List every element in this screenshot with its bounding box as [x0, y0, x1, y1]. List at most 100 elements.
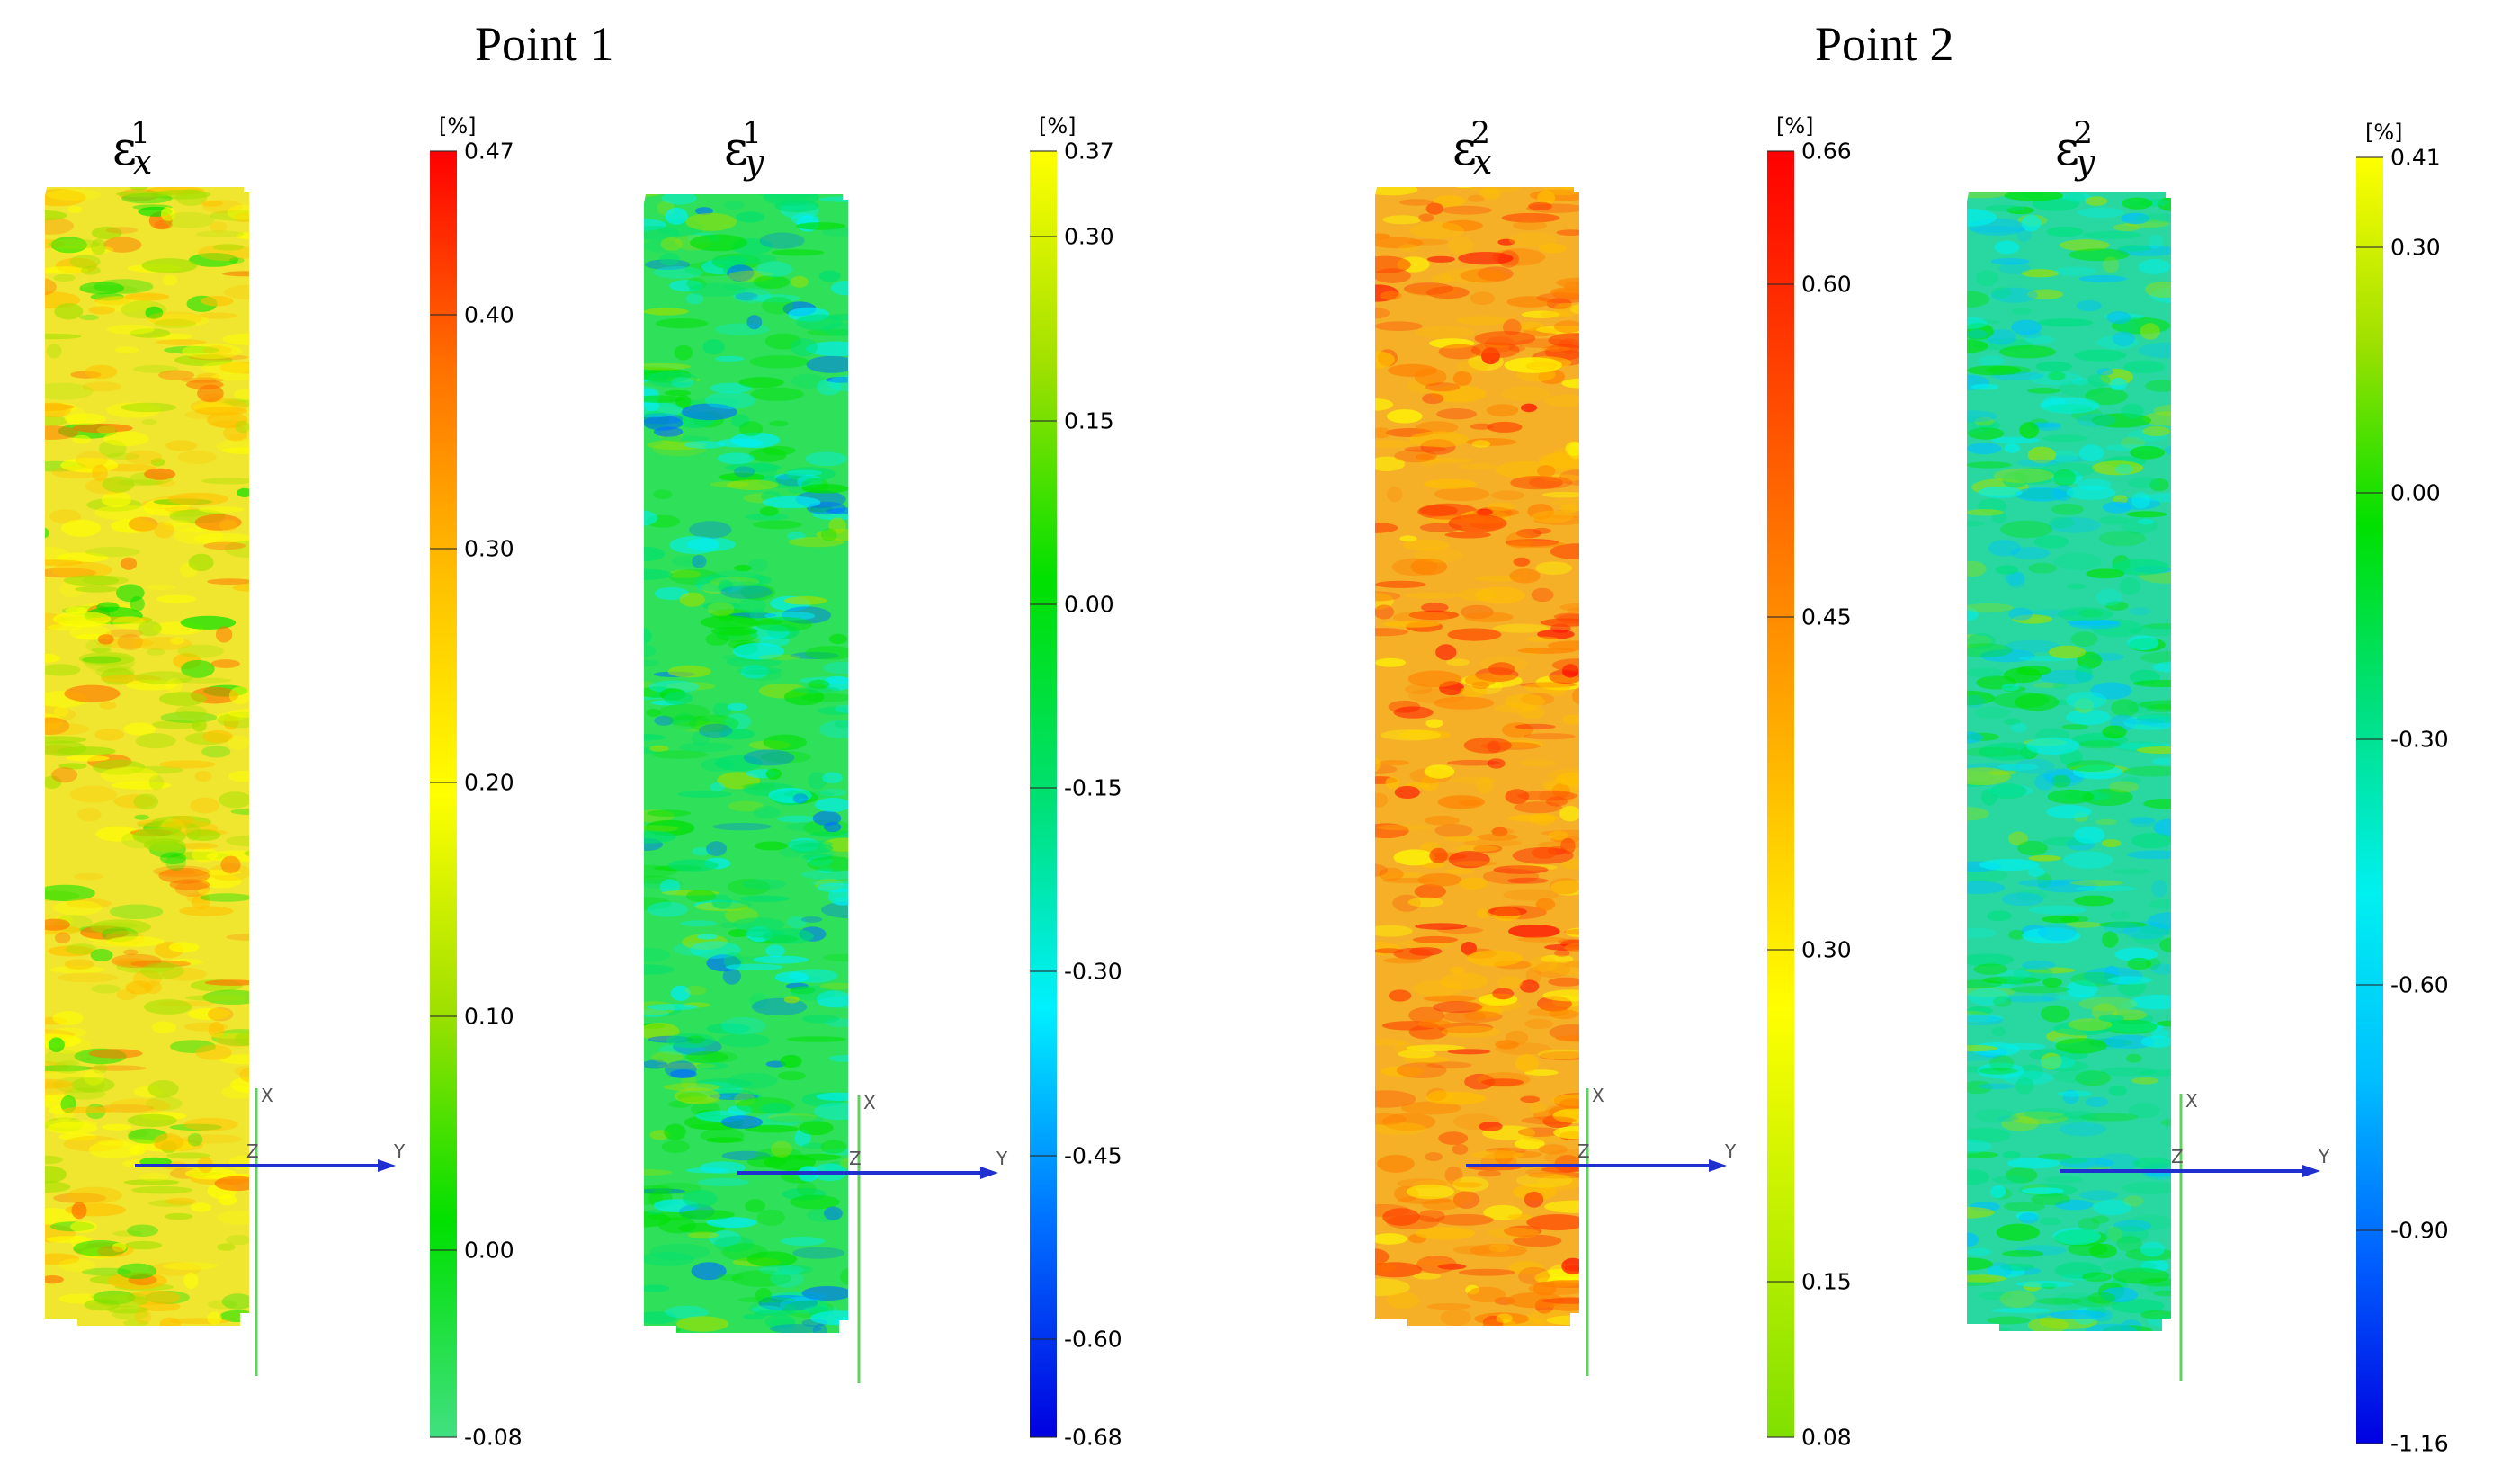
ex1-colorbar-tick: [430, 1015, 457, 1017]
ey1-colorbar-tick-label: -0.30: [1064, 958, 1122, 985]
ey1-strain-map: [640, 191, 852, 1333]
ey2-colorbar-tick: [2356, 1229, 2383, 1232]
ey1-colorbar-tick: [1030, 603, 1057, 605]
y-axis-arrowhead: [980, 1167, 998, 1179]
ex2-colorbar-tick-label: 0.60: [1801, 271, 1852, 298]
ey1-colorbar-tick: [1030, 970, 1057, 973]
ex2-colorbar-tick-label: 0.45: [1801, 603, 1852, 630]
ex2-colorbar-tick: [1767, 282, 1794, 285]
ey2-colorbar-tick-label: -1.16: [2390, 1430, 2449, 1457]
ey1-label-superscript: 1: [742, 115, 763, 151]
ex2-colorbar-tick-label: 0.08: [1801, 1424, 1852, 1451]
ey1-colorbar-tick-label: -0.15: [1064, 774, 1122, 801]
ey1-colorbar-tick-label: -0.60: [1064, 1326, 1122, 1353]
ey2-colorbar-tick-label: -0.60: [2390, 971, 2449, 998]
ex1-map-texture: [45, 187, 249, 1326]
z-axis-label: Z: [1577, 1140, 1590, 1162]
ey1-colorbar-tick: [1030, 236, 1057, 238]
y-axis-arrowhead: [2302, 1165, 2320, 1177]
ey1-colorbar-unit: [%]: [1039, 113, 1077, 139]
ey1-colorbar-tick: [1030, 1436, 1057, 1438]
z-axis-label: Z: [849, 1148, 862, 1169]
ex1-colorbar-tick: [430, 1249, 457, 1251]
z-axis-label: Z: [2171, 1146, 2184, 1167]
ex1-colorbar-tick-label: 0.30: [464, 535, 514, 562]
ex1-label-symbol: ε: [112, 122, 137, 176]
ex1-colorbar-unit: [%]: [439, 113, 477, 139]
ex1-colorbar-tick-label: -0.08: [464, 1424, 523, 1451]
ex1-colorbar-tick: [430, 150, 457, 152]
ex2-colorbar-tick: [1767, 150, 1794, 152]
y-axis-arrowhead: [1709, 1159, 1727, 1172]
point-1-title: Point 1: [475, 17, 614, 71]
ey1-colorbar-tick-label: -0.45: [1064, 1142, 1122, 1169]
ey1-map-texture: [644, 194, 848, 1333]
ey2-label-subscript: y: [2075, 142, 2095, 182]
y-axis-label: Y: [394, 1140, 406, 1162]
ey1-colorbar-tick: [1030, 419, 1057, 422]
ey1-label-subscript: y: [744, 142, 764, 182]
ey2-colorbar-tick-label: 0.00: [2390, 479, 2441, 506]
ex2-label-subscript: x: [1472, 142, 1493, 182]
ex2-colorbar-unit: [%]: [1776, 113, 1814, 139]
ey2-colorbar-tick: [2356, 738, 2383, 740]
ex1-colorbar-tick-label: 0.47: [464, 138, 514, 165]
ey2-colorbar-tick: [2356, 492, 2383, 495]
ex1-colorbar-tick-label: 0.20: [464, 769, 514, 796]
ey1-colorbar-tick: [1030, 1338, 1057, 1341]
ex2-label-superscript: 2: [1470, 115, 1491, 151]
ex2-colorbar-tick: [1767, 615, 1794, 618]
ey1-colorbar-tick-label: 0.15: [1064, 407, 1114, 434]
ey1-colorbar-tick-label: -0.68: [1064, 1424, 1122, 1451]
ex2-colorbar-tick-label: 0.30: [1801, 936, 1852, 963]
ex2-label-symbol: ε: [1452, 122, 1477, 176]
ex1-colorbar-tick: [430, 1436, 457, 1438]
x-axis-label: X: [261, 1085, 273, 1106]
ey2-colorbar-tick: [2356, 1443, 2383, 1444]
ex1-colorbar-tick-label: 0.40: [464, 301, 514, 328]
ey1-colorbar-tick: [1030, 150, 1057, 152]
ey2-strain-map: [1963, 189, 2175, 1331]
ey1-colorbar-gradient: [1030, 151, 1057, 1437]
ex1-colorbar-tick-label: 0.00: [464, 1237, 514, 1264]
ex2-colorbar-gradient: [1767, 151, 1794, 1437]
ey2-colorbar-unit: [%]: [2365, 120, 2403, 145]
ex2-colorbar-tick: [1767, 948, 1794, 951]
ex1-colorbar-tick: [430, 314, 457, 316]
z-axis-label: Z: [246, 1140, 259, 1162]
ex1-label-superscript: 1: [130, 115, 151, 151]
ey2-colorbar-gradient: [2356, 157, 2383, 1444]
ex2-colorbar-tick-label: 0.15: [1801, 1268, 1852, 1295]
ey2-colorbar-tick-label: 0.41: [2390, 144, 2441, 171]
ex1-colorbar-tick-label: 0.10: [464, 1003, 514, 1030]
ey1-colorbar-tick-label: 0.30: [1064, 223, 1114, 250]
ex2-map-texture: [1375, 187, 1579, 1326]
ey1-colorbar-tick-label: 0.00: [1064, 591, 1114, 618]
ey2-label-superscript: 2: [2073, 115, 2094, 151]
ey2-colorbar-tick: [2356, 156, 2383, 158]
ex2-label: εx2: [1452, 115, 1493, 182]
ex2-colorbar-tick: [1767, 1281, 1794, 1283]
ex1-label-subscript: x: [132, 142, 153, 182]
y-axis-label: Y: [996, 1148, 1008, 1169]
ey2-colorbar-tick-label: -0.30: [2390, 726, 2449, 753]
ex1-colorbar-tick: [430, 782, 457, 783]
ex1-colorbar-gradient: [430, 151, 457, 1437]
y-axis-label: Y: [2319, 1146, 2330, 1167]
ex2-colorbar-tick-label: 0.66: [1801, 138, 1852, 165]
ey2-colorbar-tick-label: 0.30: [2390, 234, 2441, 261]
ex1-label: εx1: [112, 115, 153, 182]
ey1-label-symbol: ε: [724, 122, 748, 176]
ex2-strain-map: [1372, 183, 1583, 1326]
point-2-title: Point 2: [1815, 17, 1954, 71]
ey1-colorbar-tick: [1030, 787, 1057, 790]
y-axis-label: Y: [1725, 1140, 1737, 1162]
ey1-label: εy1: [724, 115, 764, 182]
ex1-colorbar-tick: [430, 548, 457, 550]
ey2-label-symbol: ε: [2055, 122, 2079, 176]
ey2-colorbar-tick: [2356, 983, 2383, 986]
ey2-label: εy2: [2055, 115, 2095, 182]
ey2-colorbar-tick: [2356, 246, 2383, 249]
ey1-colorbar-tick: [1030, 1154, 1057, 1157]
ey2-map-texture: [1967, 192, 2171, 1331]
